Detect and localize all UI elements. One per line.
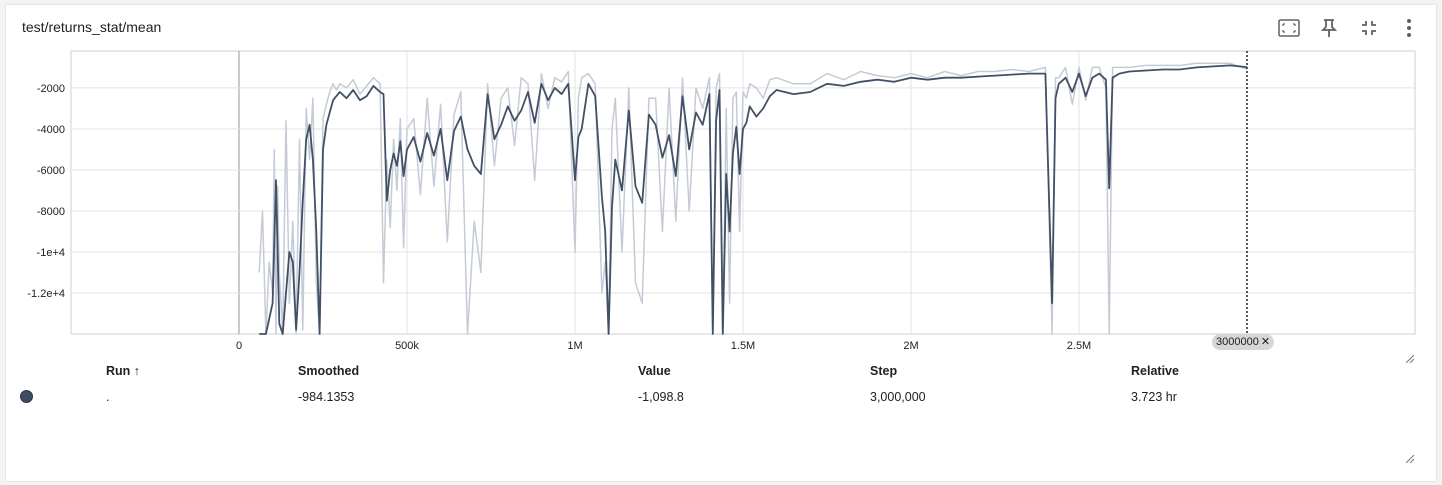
column-header-value[interactable]: Value <box>638 364 671 378</box>
sort-ascending-icon: ↑ <box>133 364 141 378</box>
line-chart[interactable]: 0 500k 1M 1.5M 2M 2.5M -2000 -4000 -6000 -8000 -1e… <box>0 0 1442 370</box>
resize-handle-icon[interactable] <box>1406 355 1414 363</box>
chart-grid <box>70 50 1416 335</box>
y-tick-label: -4000 <box>37 124 65 136</box>
step-cell: 3,000,000 <box>870 390 926 404</box>
y-tick-label: -1e+4 <box>37 247 65 259</box>
value-cell: -1,098.8 <box>638 390 684 404</box>
x-tick-label: 1M <box>567 340 582 352</box>
series-line-smoothed <box>259 64 1248 335</box>
fit-domain-icon <box>1278 19 1300 37</box>
series-line-raw <box>258 62 1248 335</box>
x-tick-label: 500k <box>395 340 419 352</box>
close-icon[interactable]: ✕ <box>1260 336 1271 348</box>
step-cursor-label: 3000000 <box>1216 336 1259 348</box>
chart-series <box>258 62 1248 335</box>
smoothed-cell: -984.1353 <box>298 390 355 404</box>
pin-icon <box>1321 19 1337 37</box>
y-tick-label: -1.2e+4 <box>27 288 65 300</box>
step-cursor-chip[interactable]: 3000000 ✕ <box>1212 334 1275 350</box>
column-header-smoothed[interactable]: Smoothed <box>298 364 360 378</box>
x-tick-label: 1.5M <box>731 340 755 352</box>
more-vert-icon <box>1407 19 1411 37</box>
relative-cell: 3.723 hr <box>1131 390 1177 404</box>
y-tick-label: -6000 <box>37 165 65 177</box>
collapse-icon <box>1362 21 1376 35</box>
column-header-relative[interactable]: Relative <box>1131 364 1179 378</box>
resize-handle-icon[interactable] <box>1406 455 1414 463</box>
chart-axes: 0 500k 1M 1.5M 2M 2.5M -2000 -4000 -6000 -8000 -1e… <box>27 51 1248 352</box>
pin-button[interactable] <box>1312 15 1346 41</box>
y-tick-label: -2000 <box>37 83 65 95</box>
run-name-cell: . <box>106 390 110 404</box>
y-tick-label: -8000 <box>37 206 65 218</box>
x-tick-label: 2M <box>903 340 918 352</box>
card-toolbar <box>1272 15 1426 41</box>
collapse-button[interactable] <box>1352 15 1386 41</box>
more-options-button[interactable] <box>1392 15 1426 41</box>
fit-domain-button[interactable] <box>1272 15 1306 41</box>
column-header-run[interactable]: Run ↑ <box>106 364 140 378</box>
run-header-label: Run <box>106 364 131 378</box>
x-tick-label: 2.5M <box>1067 340 1091 352</box>
column-header-step[interactable]: Step <box>870 364 898 378</box>
run-color-swatch[interactable] <box>20 390 33 403</box>
x-tick-label: 0 <box>236 340 242 352</box>
card-title: test/returns_stat/mean <box>22 19 162 35</box>
